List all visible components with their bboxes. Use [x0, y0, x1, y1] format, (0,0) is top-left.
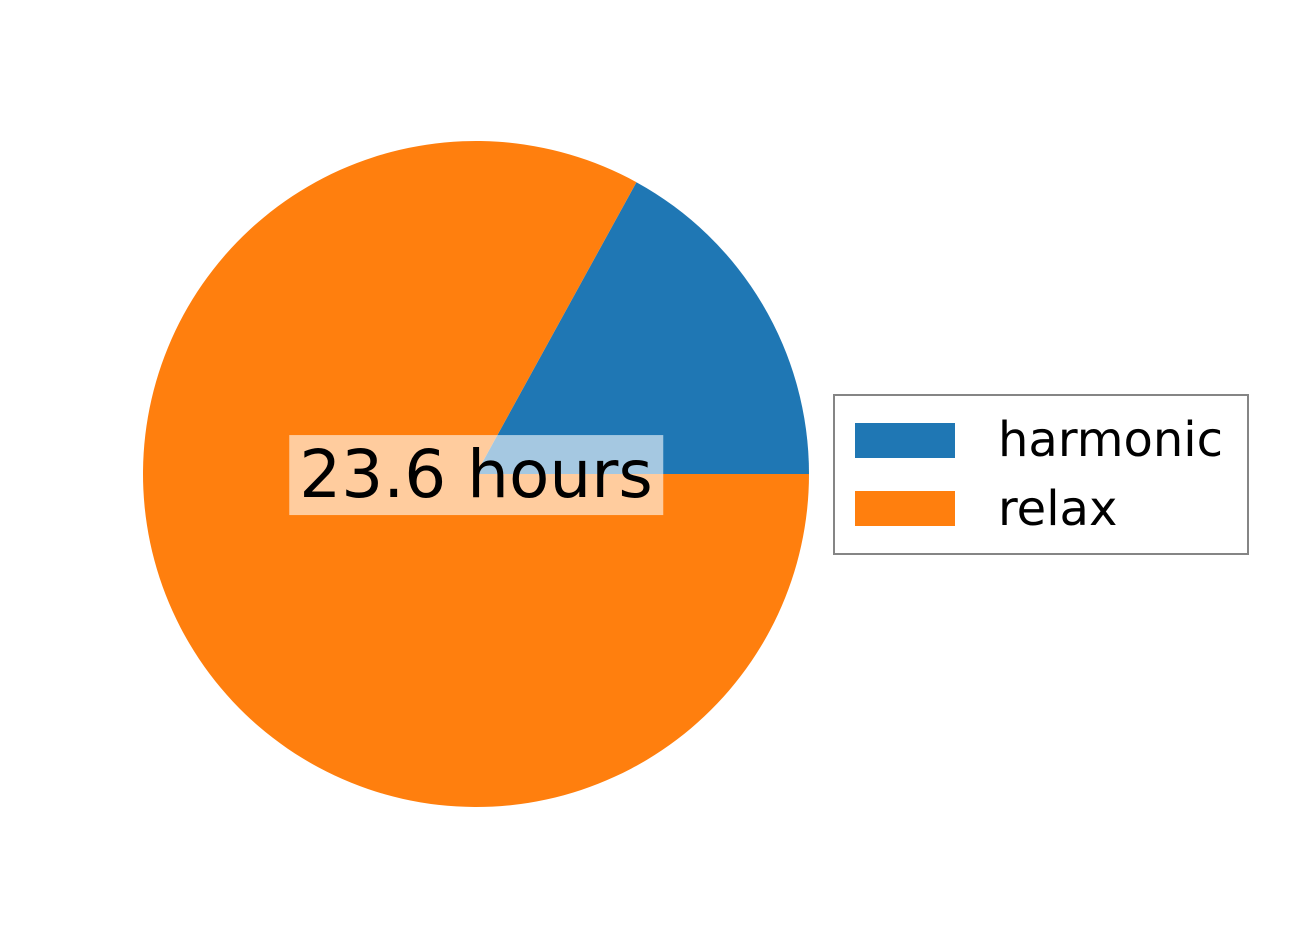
pie-center-label: 23.6 hours: [289, 435, 663, 515]
legend-item-relax: relax: [855, 485, 1247, 533]
legend-swatch-harmonic: [855, 422, 955, 458]
legend: harmonic relax: [833, 394, 1249, 555]
legend-label-relax: relax: [998, 480, 1118, 537]
legend-swatch-relax: [855, 491, 955, 527]
pie-slice-harmonic: [476, 182, 809, 474]
legend-item-harmonic: harmonic: [855, 416, 1247, 464]
legend-label-harmonic: harmonic: [998, 412, 1223, 469]
